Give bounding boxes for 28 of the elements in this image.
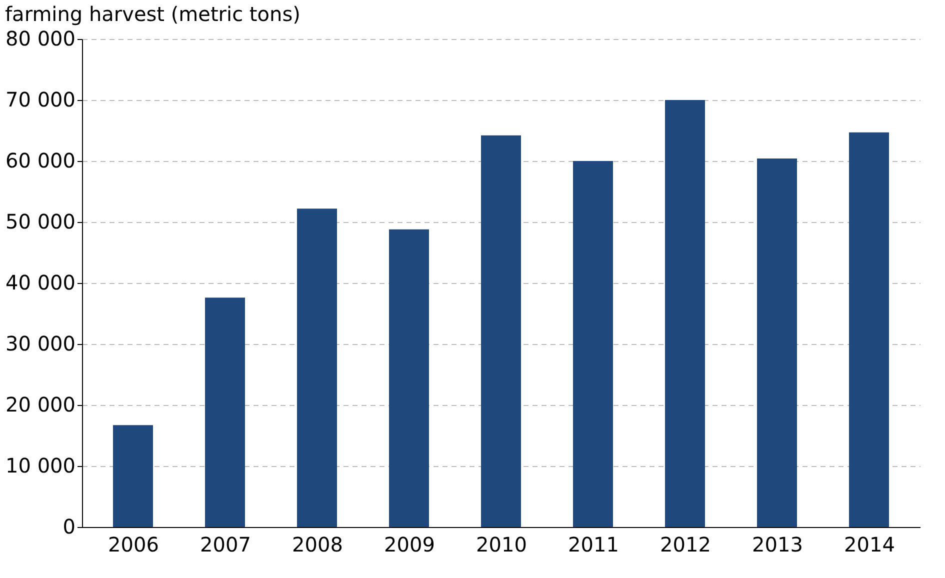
x-tick-label: 2007 — [200, 532, 251, 556]
bar — [757, 158, 797, 527]
y-tick-label: 0 — [62, 514, 76, 538]
x-tick-label: 2013 — [752, 532, 803, 556]
x-tick-label: 2009 — [384, 532, 435, 556]
y-tick-label: 70 000 — [6, 88, 76, 112]
y-tick-label: 20 000 — [6, 392, 76, 416]
y-tick-label: 50 000 — [6, 210, 76, 234]
bar — [389, 229, 429, 527]
x-tick-label: 2006 — [108, 532, 159, 556]
bar — [849, 132, 889, 527]
y-tick-label: 80 000 — [6, 26, 76, 50]
x-tick-label: 2012 — [660, 532, 711, 556]
y-tick-label: 60 000 — [6, 148, 76, 172]
bar — [573, 161, 613, 527]
x-tick-label: 2014 — [844, 532, 895, 556]
x-tick-label: 2008 — [292, 532, 343, 556]
y-tick-label: 40 000 — [6, 270, 76, 294]
x-tick-label: 2010 — [476, 532, 527, 556]
bar — [113, 425, 153, 527]
x-tick-label: 2011 — [568, 532, 619, 556]
y-tick-label: 30 000 — [6, 332, 76, 356]
chart-title: farming harvest (metric tons) — [5, 2, 300, 26]
bar — [665, 100, 705, 527]
bar — [297, 208, 337, 527]
y-tick-label: 10 000 — [6, 454, 76, 478]
bar — [205, 298, 245, 527]
bar — [481, 135, 521, 527]
